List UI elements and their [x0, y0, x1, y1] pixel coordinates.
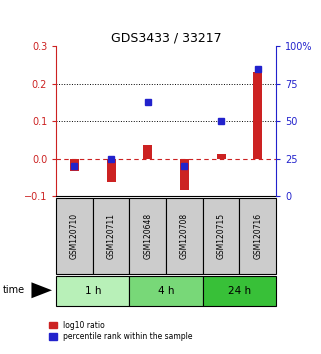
FancyBboxPatch shape — [93, 198, 129, 274]
Text: 24 h: 24 h — [228, 286, 251, 296]
Bar — [70, 159, 79, 171]
FancyBboxPatch shape — [129, 276, 203, 306]
Title: GDS3433 / 33217: GDS3433 / 33217 — [111, 32, 221, 45]
FancyBboxPatch shape — [166, 198, 203, 274]
FancyBboxPatch shape — [239, 198, 276, 274]
Polygon shape — [31, 282, 52, 298]
Text: 4 h: 4 h — [158, 286, 174, 296]
Text: GSM120715: GSM120715 — [217, 213, 226, 259]
Legend: log10 ratio, percentile rank within the sample: log10 ratio, percentile rank within the … — [49, 321, 193, 341]
Bar — [216, 154, 226, 159]
FancyBboxPatch shape — [129, 198, 166, 274]
FancyBboxPatch shape — [203, 276, 276, 306]
FancyBboxPatch shape — [56, 198, 93, 274]
Bar — [143, 144, 152, 159]
Text: GSM120711: GSM120711 — [107, 213, 116, 259]
Text: GSM120716: GSM120716 — [253, 213, 262, 259]
Text: GSM120710: GSM120710 — [70, 213, 79, 259]
Text: time: time — [3, 285, 25, 295]
Text: GSM120648: GSM120648 — [143, 213, 152, 259]
Text: GSM120708: GSM120708 — [180, 213, 189, 259]
Bar — [107, 159, 116, 182]
FancyBboxPatch shape — [203, 198, 239, 274]
Bar — [253, 72, 262, 159]
FancyBboxPatch shape — [56, 276, 129, 306]
Bar — [180, 159, 189, 190]
Text: 1 h: 1 h — [84, 286, 101, 296]
